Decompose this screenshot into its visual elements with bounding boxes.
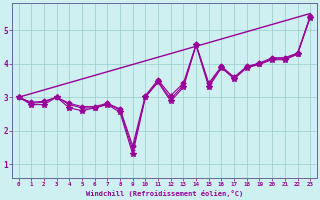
- X-axis label: Windchill (Refroidissement éolien,°C): Windchill (Refroidissement éolien,°C): [86, 190, 243, 197]
